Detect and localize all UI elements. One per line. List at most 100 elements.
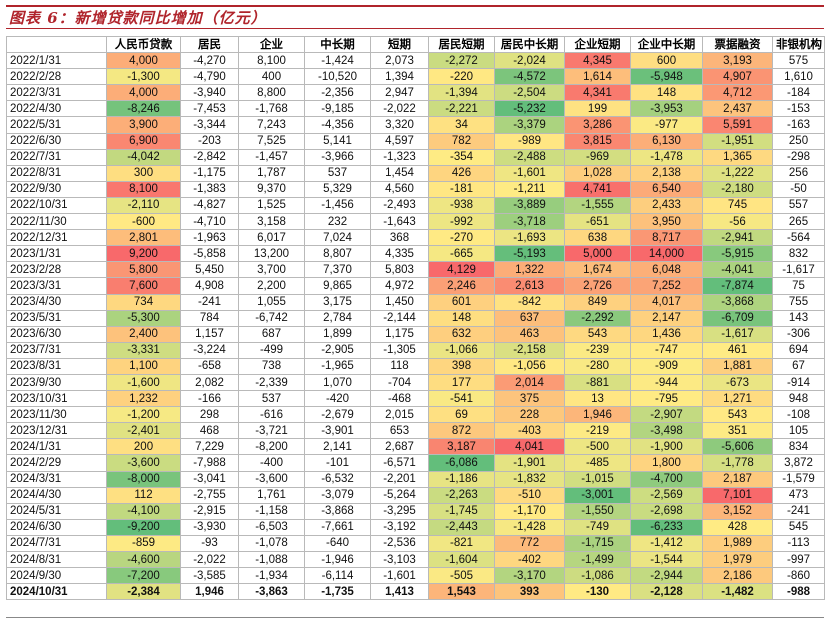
- value-cell: 7,525: [238, 132, 305, 150]
- value-cell: 6,130: [630, 132, 703, 150]
- value-cell: -2,536: [370, 534, 429, 553]
- value-cell: -203: [180, 132, 239, 150]
- table-row: 2023/8/31 1,100 -658 738 -1,965 118 398 -1,056-…: [6, 357, 825, 375]
- table-row: 2024/5/31 -4,100 -2,915 -1,158 -3,868 -3,295-…: [6, 502, 825, 520]
- value-cell: 834: [772, 438, 825, 456]
- value-cell: 265: [772, 213, 825, 231]
- value-cell: 5,803: [370, 261, 429, 279]
- value-cell: 351: [702, 422, 773, 440]
- value-cell: -8,200: [238, 438, 305, 456]
- value-cell: 3,187: [428, 438, 495, 456]
- value-cell: 8,717: [630, 229, 703, 247]
- value-cell: -4,600: [106, 550, 181, 569]
- value-cell: 428: [702, 518, 773, 536]
- value-cell: -3,001: [564, 486, 631, 504]
- value-cell: -541: [428, 390, 495, 408]
- value-cell: 2,947: [370, 84, 429, 102]
- value-cell: -4,790: [180, 68, 239, 86]
- value-cell: -564: [772, 229, 825, 247]
- column-header: 居民: [180, 35, 239, 54]
- table-row: 2024/1/31 200 7,229 -8,200 2,141 2,687 3,187 4,…: [6, 438, 825, 456]
- date-cell: 2023/4/30: [6, 293, 107, 311]
- value-cell: 2,726: [564, 277, 631, 295]
- value-cell: 4,907: [702, 68, 773, 86]
- value-cell: -3,953: [630, 100, 703, 118]
- value-cell: -2,905: [304, 341, 371, 359]
- value-cell: -3,498: [630, 422, 703, 440]
- value-cell: -1,832: [494, 470, 565, 488]
- value-cell: -2,201: [370, 470, 429, 488]
- value-cell: 1,614: [564, 68, 631, 86]
- value-cell: 426: [428, 164, 495, 182]
- value-cell: -3,224: [180, 341, 239, 359]
- value-cell: -239: [564, 341, 631, 359]
- value-cell: -8,000: [106, 470, 181, 488]
- value-cell: -3,344: [180, 116, 239, 134]
- value-cell: 143: [772, 309, 825, 327]
- value-cell: 537: [304, 164, 371, 182]
- value-cell: 1,232: [106, 390, 181, 408]
- date-cell: 2022/11/30: [6, 213, 107, 231]
- value-cell: 4,335: [370, 245, 429, 263]
- value-cell: 1,899: [304, 325, 371, 343]
- value-cell: 232: [304, 213, 371, 231]
- value-cell: 3,320: [370, 116, 429, 134]
- value-cell: -992: [428, 213, 495, 231]
- value-cell: 7,229: [180, 438, 239, 456]
- value-cell: 461: [702, 341, 773, 359]
- value-cell: -280: [564, 357, 631, 375]
- column-header: 非银机构: [772, 35, 825, 54]
- date-cell: 2024/3/31: [6, 470, 107, 488]
- date-cell: 2022/4/30: [6, 100, 107, 118]
- value-cell: -1,158: [238, 502, 305, 520]
- value-cell: -220: [428, 68, 495, 86]
- value-cell: -1,963: [180, 229, 239, 247]
- value-cell: -298: [772, 148, 825, 166]
- table-row: 2023/10/31 1,232 -166 537 -420 -468 -541 375 13-…: [6, 390, 825, 408]
- value-cell: -1,901: [494, 454, 565, 472]
- value-cell: -6,233: [630, 518, 703, 536]
- value-cell: -10,520: [304, 68, 371, 86]
- value-cell: 1,454: [370, 164, 429, 182]
- value-cell: -50: [772, 180, 825, 198]
- value-cell: -9,200: [106, 518, 181, 536]
- value-cell: 543: [702, 406, 773, 424]
- value-cell: -4,042: [106, 148, 181, 166]
- value-cell: -2,110: [106, 196, 181, 215]
- value-cell: -2,384: [106, 583, 181, 601]
- value-cell: 5,000: [564, 245, 631, 263]
- value-cell: 300: [106, 164, 181, 182]
- value-cell: 1,610: [772, 68, 825, 86]
- value-cell: -3,721: [238, 422, 305, 440]
- table-row: 2022/4/30 -8,246 -7,453 -1,768 -9,185 -2,022-…: [6, 100, 825, 118]
- value-cell: 3,175: [304, 293, 371, 311]
- column-header: 人民币贷款: [106, 35, 181, 54]
- value-cell: -640: [304, 534, 371, 553]
- date-cell: 2023/11/30: [6, 406, 107, 424]
- value-cell: -93: [180, 534, 239, 553]
- date-cell: 2022/12/31: [6, 229, 107, 247]
- value-cell: -4,041: [702, 261, 773, 279]
- value-cell: 2,400: [106, 325, 181, 343]
- table-row: 2023/12/31 -2,401 468 -3,721 -3,901 653 872 -40…: [6, 422, 825, 440]
- date-cell: 2022/3/31: [6, 84, 107, 102]
- value-cell: -3,930: [180, 518, 239, 536]
- value-cell: -1,617: [702, 325, 773, 343]
- value-cell: 738: [238, 357, 305, 375]
- value-cell: -2,842: [180, 148, 239, 166]
- table-row: 2022/9/30 8,100 -1,383 9,370 5,329 4,560 -181-…: [6, 180, 825, 198]
- value-cell: -510: [494, 486, 565, 504]
- column-header: 短期: [370, 35, 429, 54]
- column-header: 票据融资: [702, 35, 773, 54]
- value-cell: 601: [428, 293, 495, 311]
- column-header: [6, 35, 107, 54]
- value-cell: -1,186: [428, 470, 495, 488]
- value-cell: 1,761: [238, 486, 305, 504]
- table-row: 2024/2/29 -3,600 -7,988 -400 -101 -6,571 -6,08…: [6, 454, 825, 472]
- table-row: 2023/9/30 -1,600 2,082 -2,339 1,070 -704 177 2,…: [6, 373, 825, 392]
- value-cell: 543: [564, 325, 631, 343]
- value-cell: 7,370: [304, 261, 371, 279]
- value-cell: -1,768: [238, 100, 305, 118]
- value-cell: -969: [564, 148, 631, 166]
- value-cell: 69: [428, 406, 495, 424]
